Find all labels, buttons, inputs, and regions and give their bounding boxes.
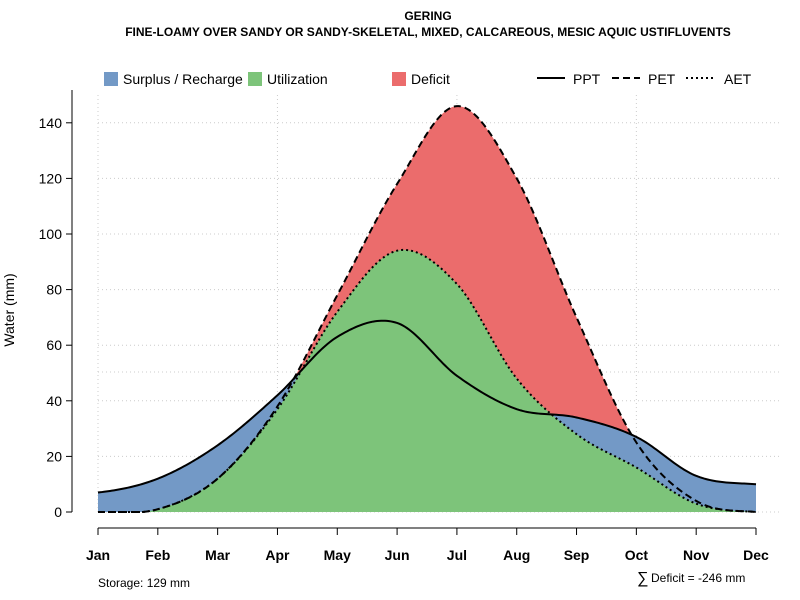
x-tick-label: Dec <box>743 547 769 563</box>
y-tick-label: 20 <box>46 448 62 464</box>
y-tick-label: 120 <box>39 170 63 186</box>
y-tick-label: 60 <box>46 337 62 353</box>
legend-label-deficit: Deficit <box>411 71 450 87</box>
x-tick-label: Oct <box>625 547 649 563</box>
y-tick-label: 80 <box>46 282 62 298</box>
legend-swatch-deficit <box>392 72 406 86</box>
y-tick-label: 0 <box>54 504 62 520</box>
legend-swatch-surplus <box>104 72 118 86</box>
chart-subtitle: FINE-LOAMY OVER SANDY OR SANDY-SKELETAL,… <box>125 25 731 39</box>
x-tick-label: Jul <box>447 547 467 563</box>
line-layer <box>97 105 757 513</box>
axis-layer: 0 20 40 60 80 100 120 140 Jan Feb Mar Apr May Jun Jul A… <box>39 90 769 563</box>
series-line-aet <box>97 248 757 513</box>
x-tick-label: May <box>324 547 351 563</box>
y-tick-label: 100 <box>39 226 63 242</box>
utilization-area <box>98 249 756 512</box>
chart-title: GERING <box>404 9 451 23</box>
x-tick-label: Aug <box>503 547 530 563</box>
storage-annotation: Storage: 129 mm <box>98 576 190 590</box>
x-tick-label: Apr <box>265 547 290 563</box>
deficit-sum-symbol: ∑ <box>637 570 648 587</box>
y-tick-label: 140 <box>39 115 63 131</box>
deficit-annotation: Deficit = -246 mm <box>651 571 745 585</box>
legend-swatch-utilization <box>248 72 262 86</box>
legend-label-aet: AET <box>724 71 752 87</box>
y-tick-label: 40 <box>46 393 62 409</box>
x-tick-label: Sep <box>564 547 590 563</box>
x-tick-label: Jan <box>86 547 110 563</box>
legend-label-pet: PET <box>648 71 676 87</box>
x-tick-label: Mar <box>205 547 230 563</box>
x-tick-label: Jun <box>385 547 410 563</box>
x-tick-label: Feb <box>145 547 170 563</box>
legend-label-surplus: Surplus / Recharge <box>123 71 243 87</box>
legend-label-ppt: PPT <box>573 71 601 87</box>
series-line-ppt <box>97 319 757 494</box>
y-axis-label: Water (mm) <box>1 273 17 346</box>
x-tick-label: Nov <box>683 547 710 563</box>
legend-label-utilization: Utilization <box>267 71 328 87</box>
area-layer <box>98 106 756 513</box>
